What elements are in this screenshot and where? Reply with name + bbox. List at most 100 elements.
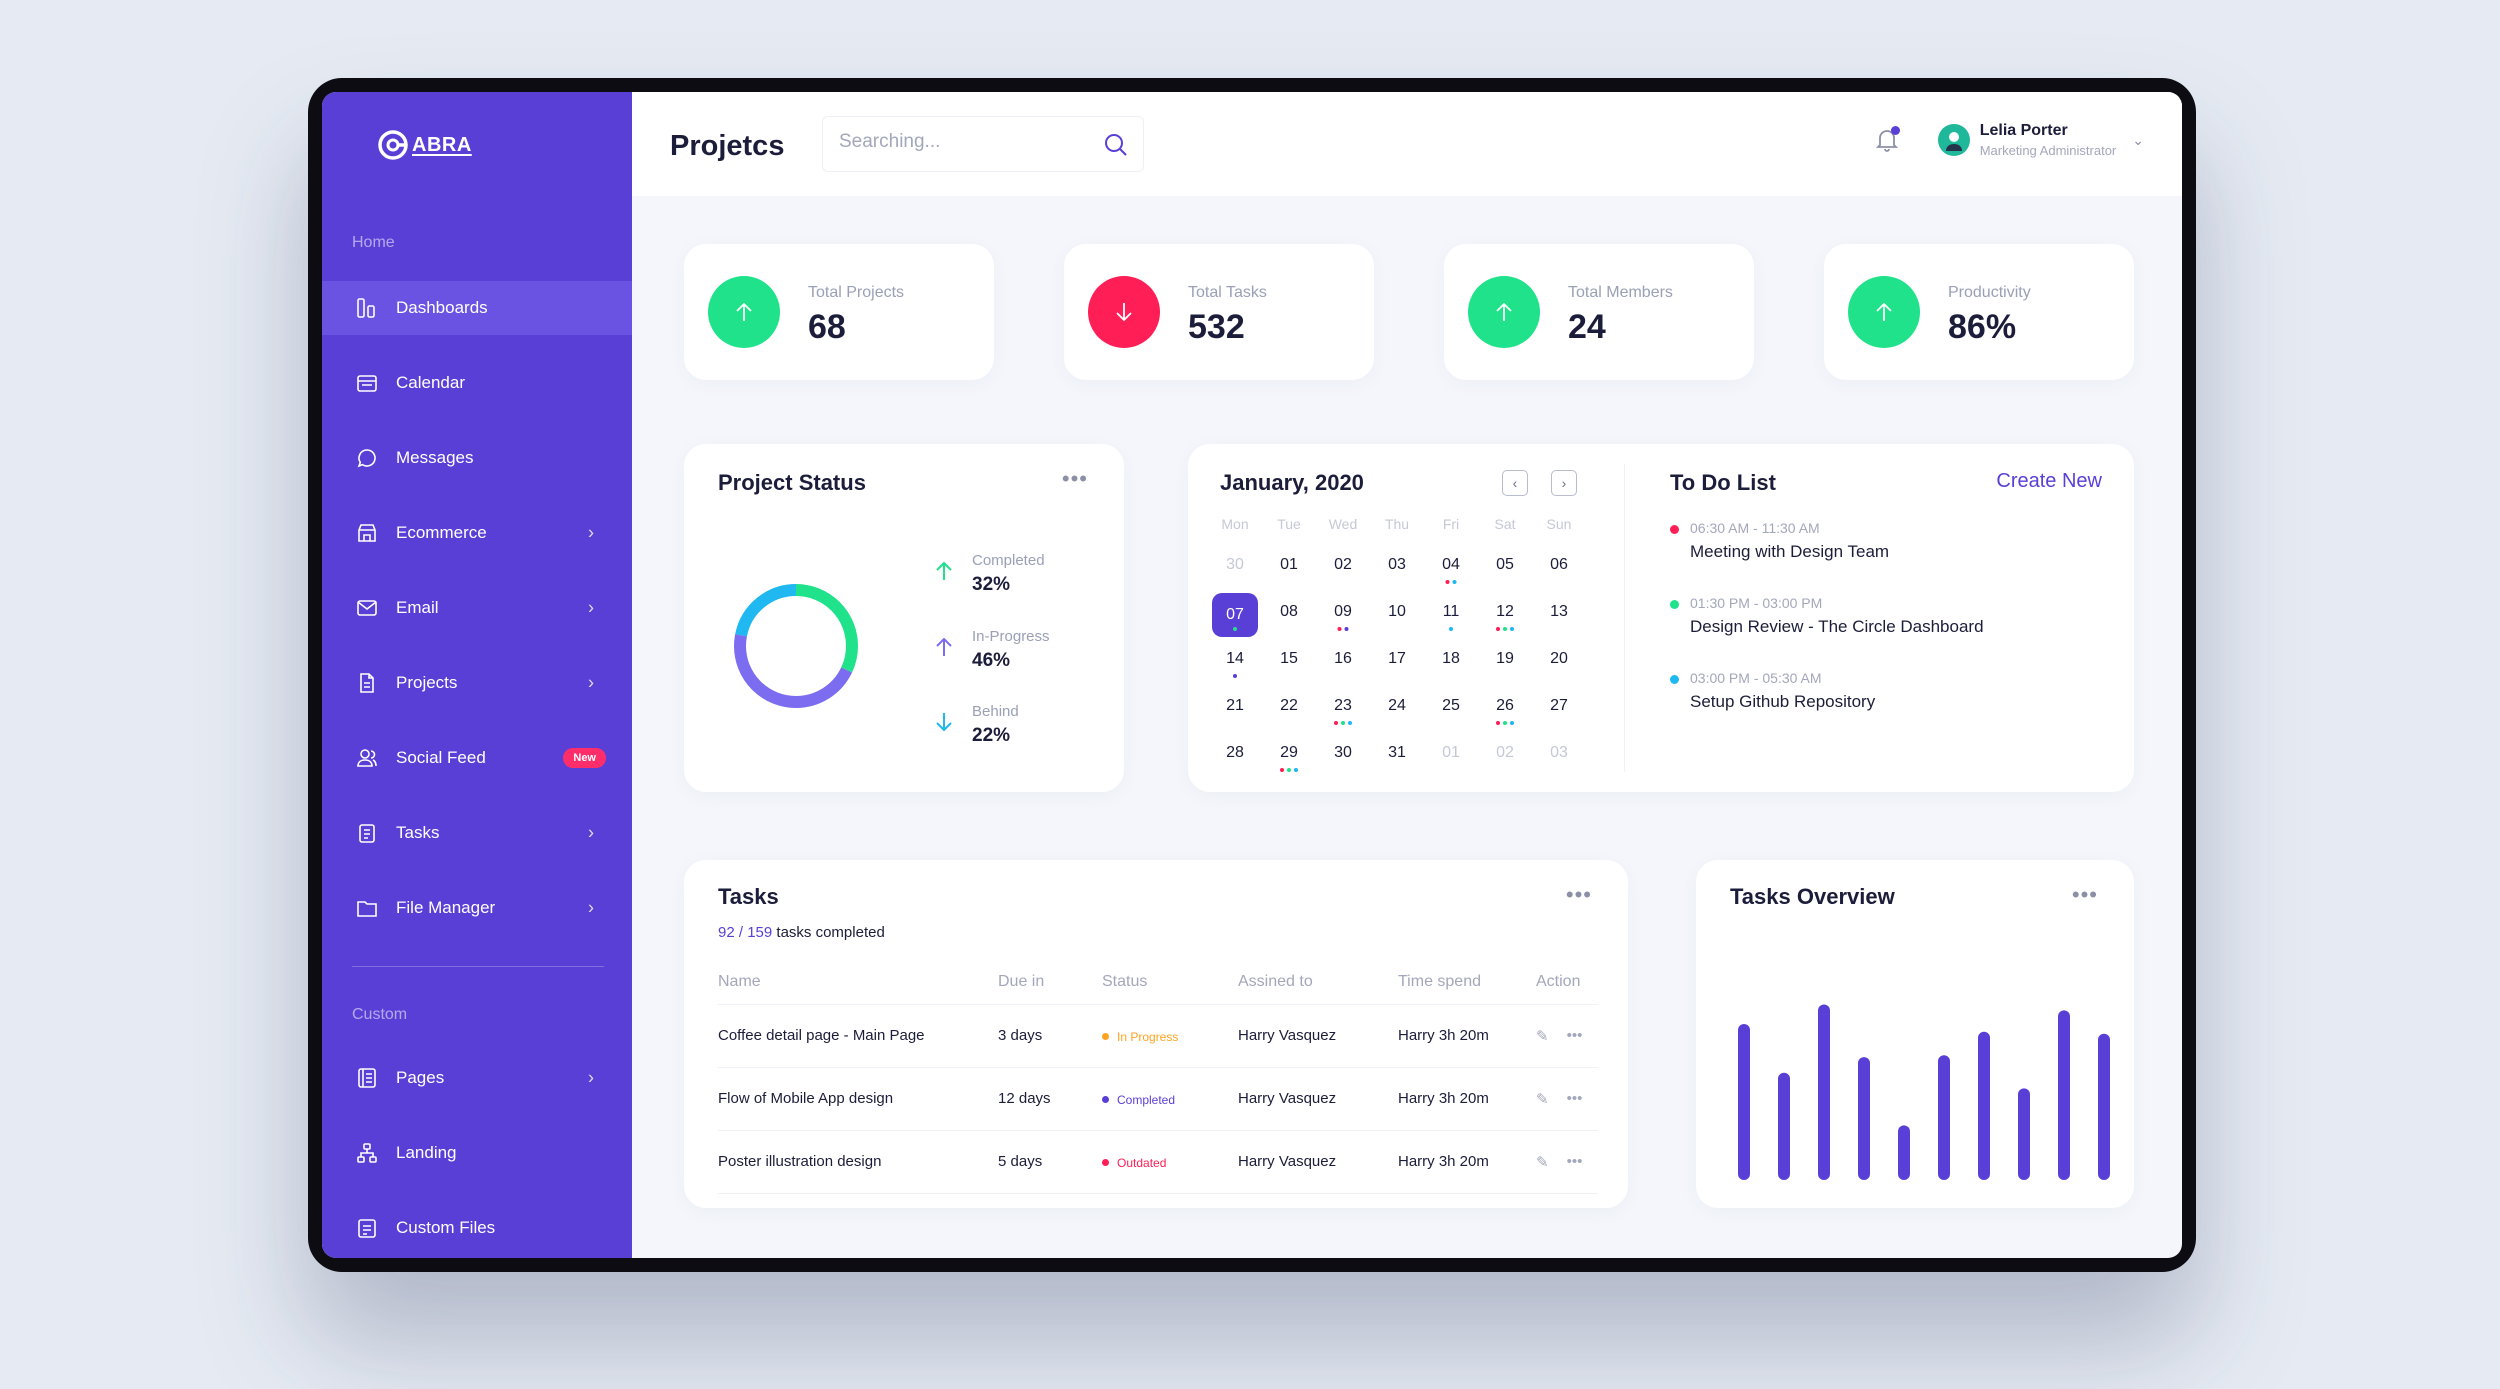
document-icon [354, 670, 380, 696]
sidebar-item-ecommerce[interactable]: Ecommerce › [322, 506, 632, 560]
search-icon[interactable] [1103, 132, 1129, 163]
table-row[interactable]: Poster illustration design 5 days Outdat… [718, 1129, 1598, 1194]
create-new-link[interactable]: Create New [1996, 470, 2102, 492]
calendar-prev-button[interactable]: ‹ [1502, 470, 1528, 496]
calendar-day[interactable]: 31 [1370, 734, 1424, 781]
calendar-day[interactable]: 25 [1424, 687, 1478, 734]
search-input[interactable] [839, 131, 1079, 153]
stat-card-total-projects[interactable]: Total Projects 68 [684, 244, 994, 380]
sidebar-item-projects[interactable]: Projects › [322, 656, 632, 710]
more-options-icon[interactable]: ••• [1565, 882, 1592, 907]
sidebar-item-custom-files[interactable]: Custom Files [322, 1201, 632, 1255]
sidebar-item-pages[interactable]: Pages › [322, 1051, 632, 1105]
sidebar-item-calendar[interactable]: Calendar [322, 356, 632, 410]
calendar-day[interactable]: 09 [1316, 593, 1370, 640]
stat-card-total-tasks[interactable]: Total Tasks 532 [1064, 244, 1374, 380]
sidebar-item-label: Social Feed [396, 748, 486, 767]
sidebar-divider [352, 966, 604, 967]
calendar-day-number: 02 [1334, 556, 1352, 573]
logo-icon [378, 130, 408, 160]
calendar-day[interactable]: 05 [1478, 546, 1532, 593]
more-options-icon[interactable]: ••• [2071, 882, 2098, 907]
calendar-day[interactable]: 30 [1316, 734, 1370, 781]
sidebar-item-social-feed[interactable]: Social Feed New [322, 731, 632, 785]
calendar-day[interactable]: 14 [1208, 640, 1262, 687]
sidebar-item-email[interactable]: Email › [322, 581, 632, 635]
table-row[interactable]: Coffee detail page - Main Page 3 days In… [718, 1003, 1598, 1067]
notification-bell[interactable] [1875, 126, 1900, 157]
more-options-icon[interactable]: ••• [1061, 466, 1088, 491]
task-due: 3 days [998, 1003, 1102, 1067]
calendar-day[interactable]: 03 [1370, 546, 1424, 593]
calendar-next-button[interactable]: › [1551, 470, 1577, 496]
arrow-down-icon [936, 713, 952, 732]
weekday-label: Mon [1221, 516, 1249, 532]
calendar-day-selected[interactable]: 07 [1208, 593, 1262, 640]
calendar-day[interactable]: 12 [1478, 593, 1532, 640]
stat-value: 86% [1948, 308, 2017, 346]
calendar-day-number: 08 [1280, 603, 1298, 620]
logo[interactable]: ABRA [376, 128, 472, 162]
calendar-day[interactable]: 16 [1316, 640, 1370, 687]
calendar-day[interactable]: 08 [1262, 593, 1316, 640]
bar-7 [1978, 1031, 1990, 1180]
calendar-day[interactable]: 01 [1424, 734, 1478, 781]
user-menu[interactable]: Lelia Porter Marketing Administrator ⌄ [1937, 122, 2144, 158]
chevron-right-icon: › [588, 822, 594, 843]
task-name: Poster illustration design [718, 1129, 998, 1194]
calendar-day[interactable]: 06 [1532, 546, 1586, 593]
table-row[interactable]: Flow of Mobile App design 12 days Comple… [718, 1066, 1598, 1130]
more-options-icon[interactable]: ••• [1566, 1090, 1583, 1107]
stat-card-productivity[interactable]: Productivity 86% [1824, 244, 2134, 380]
calendar-day[interactable]: 02 [1316, 546, 1370, 593]
sidebar-item-label: File Manager [396, 898, 496, 917]
calendar-day[interactable]: 21 [1208, 687, 1262, 734]
status-text: Outdated [1117, 1155, 1167, 1170]
calendar-day[interactable]: 03 [1532, 734, 1586, 781]
stat-card-total-members[interactable]: Total Members 24 [1444, 244, 1754, 380]
calendar-day[interactable]: 13 [1532, 593, 1586, 640]
todo-dot [1670, 525, 1679, 534]
calendar-day[interactable]: 20 [1532, 640, 1586, 687]
calendar-day[interactable]: 30 [1208, 546, 1262, 593]
calendar-day[interactable]: 15 [1262, 640, 1316, 687]
calendar-day[interactable]: 26 [1478, 687, 1532, 734]
calendar-day[interactable]: 22 [1262, 687, 1316, 734]
calendar-day-number: 15 [1280, 650, 1298, 667]
calendar-day[interactable]: 19 [1478, 640, 1532, 687]
sidebar-item-landing[interactable]: Landing [322, 1126, 632, 1180]
calendar-day[interactable]: 27 [1532, 687, 1586, 734]
sidebar-item-messages[interactable]: Messages [322, 431, 632, 485]
more-options-icon[interactable]: ••• [1566, 1153, 1583, 1170]
edit-icon[interactable]: ✎ [1536, 1153, 1549, 1171]
arrow-up-icon [1468, 276, 1540, 348]
calendar-day-number: 30 [1226, 556, 1244, 573]
calendar-day[interactable]: 18 [1424, 640, 1478, 687]
stat-value: 68 [808, 308, 846, 346]
sidebar-item-file-manager[interactable]: File Manager › [322, 881, 632, 935]
edit-icon[interactable]: ✎ [1536, 1090, 1549, 1108]
calendar-day[interactable]: 24 [1370, 687, 1424, 734]
sidebar-item-tasks[interactable]: Tasks › [322, 806, 632, 860]
calendar-day[interactable]: 28 [1208, 734, 1262, 781]
calendar-day-number: 28 [1226, 744, 1244, 761]
task-time: Harry 3h 20m [1398, 1003, 1536, 1067]
more-options-icon[interactable]: ••• [1566, 1027, 1583, 1044]
calendar-day[interactable]: 02 [1478, 734, 1532, 781]
calendar-day-number: 09 [1334, 603, 1352, 620]
store-icon [354, 520, 380, 546]
calendar-day[interactable]: 04 [1424, 546, 1478, 593]
calendar-day[interactable]: 17 [1370, 640, 1424, 687]
edit-icon[interactable]: ✎ [1536, 1027, 1549, 1045]
calendar-day-number: 29 [1280, 744, 1298, 761]
calendar-day[interactable]: 10 [1370, 593, 1424, 640]
stat-value: 532 [1188, 308, 1245, 346]
app-screen: ABRA Home Dashboards Calendar Messages E… [322, 92, 2182, 1258]
status-donut-chart [734, 584, 858, 708]
calendar-day[interactable]: 11 [1424, 593, 1478, 640]
calendar-day-number: 20 [1550, 650, 1568, 667]
calendar-day[interactable]: 23 [1316, 687, 1370, 734]
calendar-day[interactable]: 01 [1262, 546, 1316, 593]
sidebar-item-dashboards[interactable]: Dashboards [322, 281, 632, 335]
calendar-day[interactable]: 29 [1262, 734, 1316, 781]
